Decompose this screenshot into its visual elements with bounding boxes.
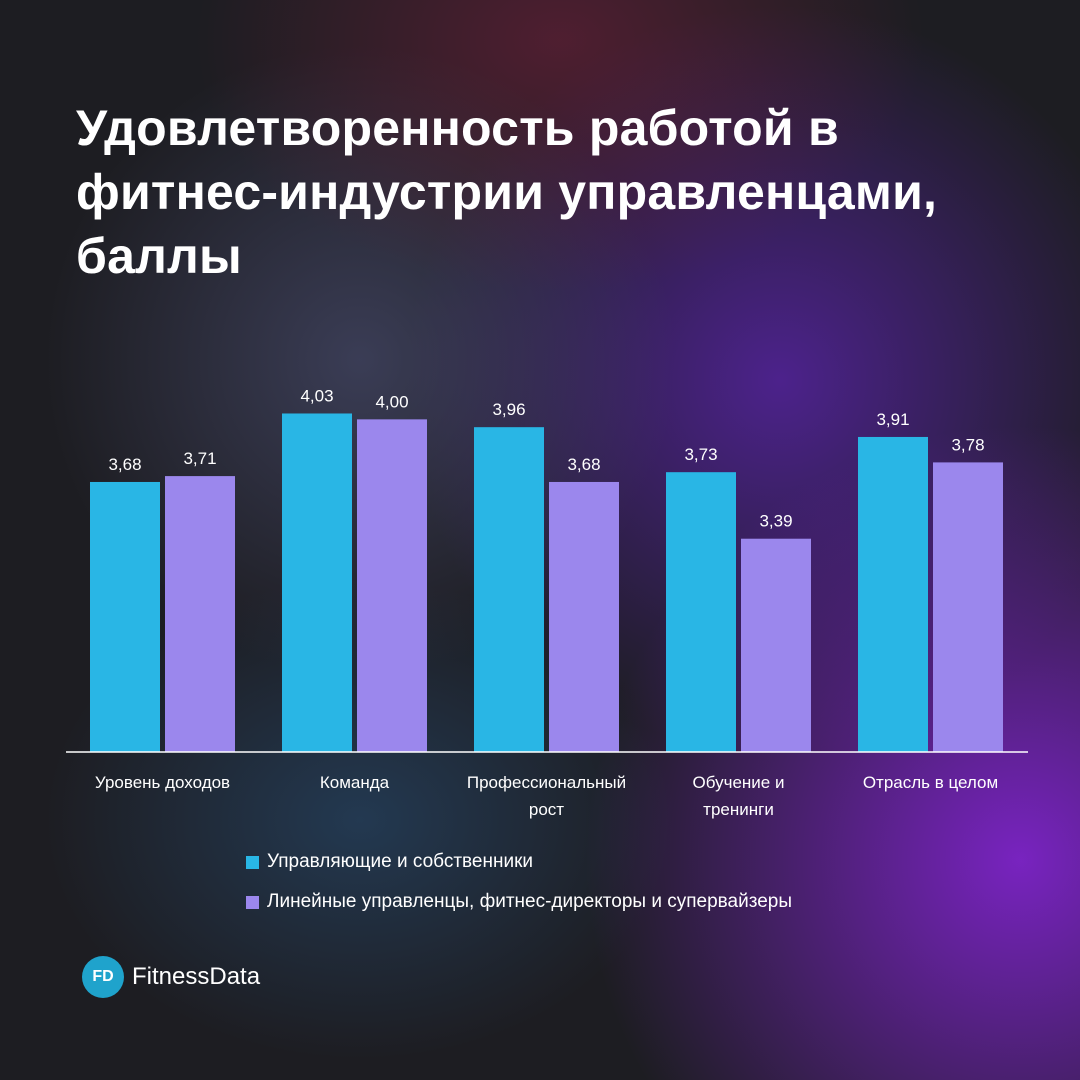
brand-badge: FD (82, 956, 124, 998)
value-label-managers-training: 3,73 (684, 445, 717, 464)
value-label-managers-income: 3,68 (108, 455, 141, 474)
category-label-team: Команда (320, 773, 390, 792)
value-label-line-managers-training: 3,39 (759, 512, 792, 531)
bar-line-managers-growth (549, 481, 619, 752)
category-label-industry: Отрасль в целом (863, 773, 998, 792)
chart-title: Удовлетворенность работой в фитнес-индус… (76, 100, 938, 284)
legend-item-managers: Управляющие и собственники (246, 842, 792, 882)
value-label-line-managers-team: 4,00 (375, 392, 408, 411)
brand-logo: FD FitnessData (82, 956, 260, 998)
legend-item-line-managers: Линейные управленцы, фитнес-директоры и … (246, 882, 792, 922)
category-label-growth: Профессиональный рост (467, 773, 626, 819)
value-label-managers-team: 4,03 (300, 386, 333, 405)
bar-chart: 3,68 3,71 Уровень доходов 4,03 4,00 Команда 3,… (66, 386, 1028, 819)
bars-layer (90, 413, 1003, 752)
bar-managers-industry (858, 436, 928, 752)
labels-layer: 3,68 3,71 Уровень доходов 4,03 4,00 Команда 3,… (95, 386, 998, 819)
bar-line-managers-income (165, 476, 235, 752)
category-label-training: Обучение и тренинги (693, 773, 785, 819)
category-label-income: Уровень доходов (95, 773, 230, 792)
bar-managers-income (90, 481, 160, 752)
legend: Управляющие и собственники Линейные упра… (246, 842, 792, 922)
value-label-managers-industry: 3,91 (876, 410, 909, 429)
bar-managers-training (666, 472, 736, 752)
bar-managers-growth (474, 427, 544, 752)
value-label-managers-growth: 3,96 (492, 400, 525, 419)
value-label-line-managers-income: 3,71 (183, 449, 216, 468)
legend-swatch-managers (246, 855, 259, 869)
bar-line-managers-training (741, 538, 811, 752)
value-label-line-managers-growth: 3,68 (567, 455, 600, 474)
bar-line-managers-team (357, 419, 427, 752)
brand-name: FitnessData (132, 963, 261, 990)
legend-swatch-line-managers (246, 895, 259, 909)
legend-label-line-managers: Линейные управленцы, фитнес-директоры и … (267, 891, 792, 912)
legend-label-managers: Управляющие и собственники (267, 851, 534, 872)
bar-managers-team (282, 413, 352, 752)
bar-line-managers-industry (933, 462, 1003, 752)
value-label-line-managers-industry: 3,78 (951, 435, 984, 454)
